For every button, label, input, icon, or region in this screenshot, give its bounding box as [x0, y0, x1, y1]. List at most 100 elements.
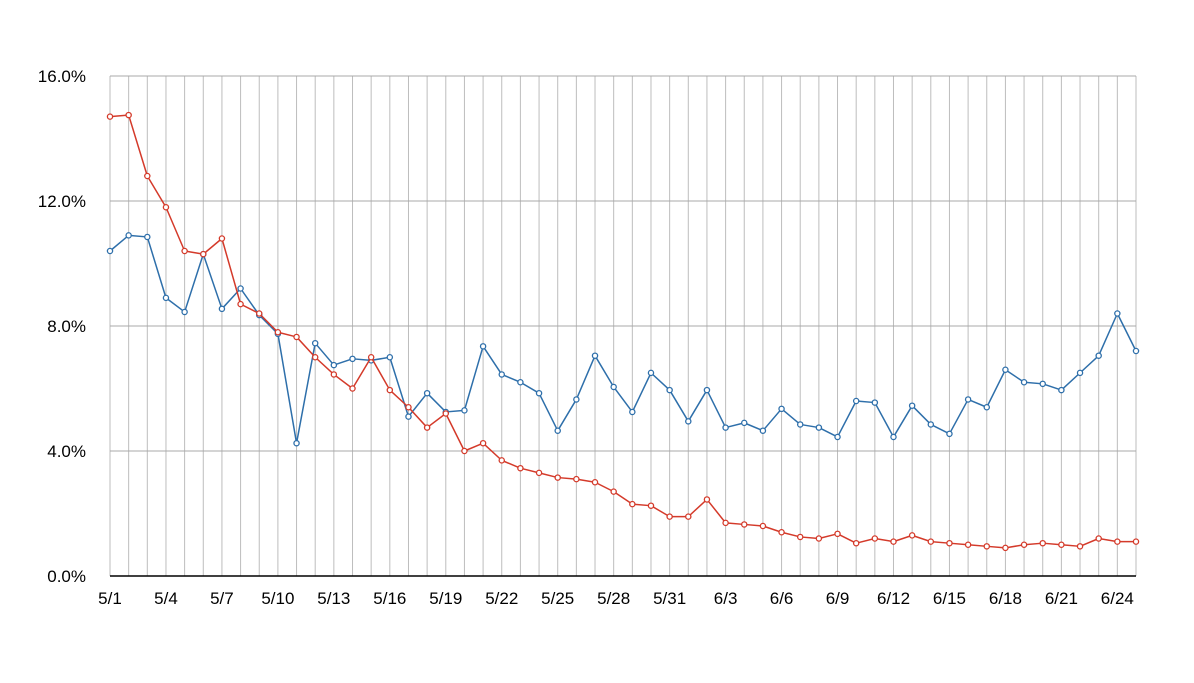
data-point: [1058, 386, 1065, 394]
data-point: [498, 371, 505, 378]
x-tick-label: 5/13: [317, 589, 350, 608]
data-point: [218, 305, 226, 313]
data-point: [871, 399, 879, 406]
data-point: [741, 419, 748, 427]
data-point: [274, 328, 282, 336]
data-point: [162, 203, 170, 211]
data-point: [610, 383, 617, 391]
data-point: [461, 407, 468, 414]
series-line-2: [109, 114, 1136, 549]
data-point: [1095, 535, 1102, 542]
y-tick-label: 0.0%: [47, 567, 86, 586]
y-tick-label: 16.0%: [38, 67, 86, 86]
data-point: [386, 353, 394, 361]
x-tick-label: 5/10: [261, 589, 294, 608]
data-point: [386, 386, 394, 394]
data-point: [964, 396, 972, 403]
y-tick-label: 12.0%: [38, 192, 86, 211]
data-point: [461, 447, 468, 455]
data-point: [1039, 539, 1046, 547]
data-point: [796, 421, 804, 428]
data-point: [1020, 378, 1028, 386]
data-point: [144, 233, 151, 241]
data-point: [610, 488, 617, 495]
data-point: [685, 418, 692, 425]
x-tick-label: 5/1: [98, 589, 122, 608]
y-tick-label: 4.0%: [47, 442, 86, 461]
data-point: [908, 402, 916, 409]
data-point: [106, 113, 114, 120]
data-point: [890, 433, 897, 441]
data-point: [349, 355, 356, 363]
data-point: [834, 530, 841, 538]
data-point: [479, 439, 487, 447]
data-point: [405, 413, 412, 420]
data-point: [144, 172, 151, 180]
x-tick-label: 6/9: [826, 589, 850, 608]
x-tick-label: 6/15: [933, 589, 966, 608]
data-point: [778, 529, 785, 536]
data-point: [517, 378, 524, 386]
x-tick-label: 5/19: [429, 589, 462, 608]
data-point: [573, 475, 580, 483]
data-point: [796, 533, 804, 541]
data-point: [591, 478, 599, 486]
data-point: [871, 535, 879, 542]
series-line-1: [109, 234, 1137, 444]
x-tick-label: 5/16: [373, 589, 406, 608]
tick-labels: 0.0% 4.0% 8.0% 12.0% 16.0% 5/1 5/4 5/7 5/10 5/13 5…: [38, 67, 1134, 608]
data-point: [1058, 541, 1065, 549]
data-point: [927, 538, 935, 545]
data-point: [125, 232, 132, 239]
data-point: [1039, 380, 1046, 388]
data-point: [330, 361, 338, 369]
x-tick-label: 6/21: [1045, 589, 1078, 608]
data-point: [908, 532, 916, 539]
data-point: [890, 538, 897, 545]
x-tick-label: 6/3: [714, 589, 738, 608]
data-point: [946, 539, 953, 547]
data-point: [946, 430, 953, 438]
x-tick-label: 6/6: [770, 589, 794, 608]
data-point: [852, 539, 860, 547]
data-point: [237, 285, 244, 292]
x-tick-label: 5/7: [210, 589, 234, 608]
data-point: [311, 339, 319, 347]
data-point: [722, 424, 729, 431]
data-point: [573, 396, 580, 403]
data-point: [554, 474, 561, 481]
data-point: [591, 352, 599, 359]
data-point: [778, 405, 785, 413]
data-point: [1020, 541, 1028, 549]
data-point: [181, 308, 188, 316]
data-point: [983, 543, 991, 550]
data-point: [517, 464, 524, 472]
data-point: [293, 333, 300, 341]
x-tick-label: 5/28: [597, 589, 630, 608]
data-point: [666, 386, 673, 394]
data-point: [1114, 538, 1121, 545]
data-point: [218, 235, 226, 242]
data-point: [255, 310, 263, 317]
data-point: [1095, 352, 1102, 359]
series-lines: [106, 111, 1140, 552]
data-point: [1114, 310, 1121, 317]
data-point: [162, 294, 170, 302]
data-point: [759, 522, 767, 530]
data-point: [629, 408, 636, 416]
data-point: [237, 300, 244, 308]
data-point: [983, 403, 991, 411]
data-point: [293, 439, 300, 447]
data-point: [629, 500, 636, 508]
data-point: [423, 424, 431, 431]
data-point: [1076, 369, 1084, 377]
data-point: [741, 521, 748, 528]
data-point: [330, 371, 338, 378]
data-point: [834, 433, 841, 441]
data-point: [1132, 538, 1140, 545]
data-point: [200, 250, 207, 258]
data-point: [349, 385, 356, 392]
data-point: [535, 469, 543, 477]
